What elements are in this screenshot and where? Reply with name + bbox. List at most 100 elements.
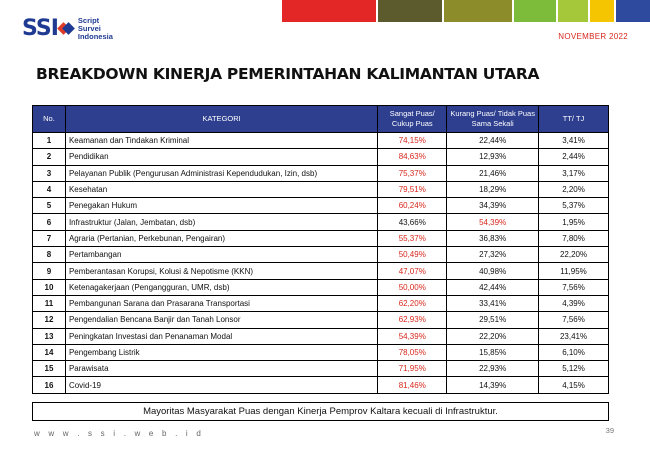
cell-no: 6 (32, 213, 66, 231)
table-row: 12 Pengendalian Bencana Banjir dan Tanah … (32, 311, 609, 329)
cell-tt: 2,44% (538, 148, 609, 166)
cell-kategori: Kesehatan (64, 180, 379, 199)
cell-kurang: 22,20% (446, 327, 540, 345)
color-bar-4 (514, 0, 556, 22)
cell-kurang: 14,39% (446, 376, 540, 394)
summary-note: Mayoritas Masyarakat Puas dengan Kinerja… (32, 402, 609, 421)
cell-tt: 7,80% (538, 229, 609, 248)
cell-kategori: Pemberantasan Korupsi, Kolusi & Nepotism… (64, 262, 379, 280)
cell-kategori: Parawisata (64, 360, 379, 378)
ssi-logo: SSI Script Survei Indonesia (22, 16, 113, 41)
color-bar-1 (282, 0, 376, 22)
cell-tt: 5,12% (538, 360, 609, 378)
cell-no: 3 (32, 164, 66, 182)
footer-url: w w w . s s i . w e b . i d (34, 429, 204, 438)
cell-puas: 84,63% (377, 148, 448, 166)
cell-tt: 23,41% (538, 327, 609, 345)
cell-puas: 47,07% (377, 262, 448, 280)
cell-kategori: Pendidikan (64, 148, 379, 166)
table-row: 15 Parawisata 71,95% 22,93% 5,12% (32, 360, 609, 378)
cell-kategori: Pertambangan (64, 246, 379, 264)
logo-mark-icon (57, 21, 75, 37)
cell-no: 16 (32, 376, 66, 394)
cell-no: 5 (32, 197, 66, 215)
cell-tt: 6,10% (538, 343, 609, 362)
page-number: 39 (605, 426, 614, 435)
cell-kurang: 18,29% (446, 180, 540, 199)
cell-puas: 78,05% (377, 343, 448, 362)
color-bar-5 (558, 0, 588, 22)
cell-kategori: Penegakan Hukum (64, 197, 379, 215)
col-header-tt: TT/ TJ (538, 105, 609, 133)
table-row: 5 Penegakan Hukum 60,24% 34,39% 5,37% (32, 197, 609, 215)
table-row: 10 Ketenagakerjaan (Pengangguran, UMR, ds… (32, 278, 609, 296)
cell-puas: 74,15% (377, 131, 448, 150)
col-header-kategori: KATEGORI (64, 105, 379, 133)
cell-puas: 62,93% (377, 311, 448, 329)
cell-tt: 3,41% (538, 131, 609, 150)
performance-table: No. KATEGORI Sangat Puas/ Cukup Puas Kur… (32, 105, 609, 394)
cell-kategori: Pengendalian Bencana Banjir dan Tanah Lo… (64, 311, 379, 329)
cell-kategori: Pelayanan Publik (Pengurusan Administras… (64, 164, 379, 182)
table-row: 6 Infrastruktur (Jalan, Jembatan, dsb) 43,… (32, 213, 609, 231)
table-row: 13 Peningkatan Investasi dan Penanaman Mo… (32, 327, 609, 345)
cell-kurang: 36,83% (446, 229, 540, 248)
cell-kategori: Covid-19 (64, 376, 379, 394)
cell-puas: 75,37% (377, 164, 448, 182)
cell-kurang: 54,39% (446, 213, 540, 231)
cell-no: 10 (32, 278, 66, 296)
color-bar-3 (444, 0, 512, 22)
cell-kurang: 40,98% (446, 262, 540, 280)
cell-no: 8 (32, 246, 66, 264)
cell-kategori: Agraria (Pertanian, Perkebunan, Pengaira… (64, 229, 379, 248)
cell-kurang: 21,46% (446, 164, 540, 182)
table-row: 2 Pendidikan 84,63% 12,93% 2,44% (32, 148, 609, 166)
col-header-kurang: Kurang Puas/ Tidak Puas Sama Sekali (446, 105, 540, 133)
table-row: 8 Pertambangan 50,49% 27,32% 22,20% (32, 246, 609, 264)
cell-kurang: 15,85% (446, 343, 540, 362)
cell-puas: 50,49% (377, 246, 448, 264)
cell-puas: 62,20% (377, 294, 448, 313)
cell-puas: 60,24% (377, 197, 448, 215)
cell-no: 14 (32, 343, 66, 362)
table-row: 1 Keamanan dan Tindakan Kriminal 74,15% 22,… (32, 131, 609, 150)
cell-puas: 71,95% (377, 360, 448, 378)
cell-no: 9 (32, 262, 66, 280)
col-header-no: No. (32, 105, 66, 133)
cell-kurang: 22,44% (446, 131, 540, 150)
cell-kategori: Ketenagakerjaan (Pengangguran, UMR, dsb) (64, 278, 379, 296)
cell-kurang: 33,41% (446, 294, 540, 313)
cell-kurang: 42,44% (446, 278, 540, 296)
table-row: 9 Pemberantasan Korupsi, Kolusi & Nepotis… (32, 262, 609, 280)
cell-puas: 79,51% (377, 180, 448, 199)
logo-line-2: Survei (77, 23, 101, 33)
cell-tt: 7,56% (538, 278, 609, 296)
cell-kurang: 34,39% (446, 197, 540, 215)
cell-puas: 43,66% (377, 213, 448, 231)
color-bar-6 (590, 0, 614, 22)
color-bar-2 (378, 0, 442, 22)
logo-text: Script Survei Indonesia (77, 16, 113, 41)
cell-tt: 4,15% (538, 376, 609, 394)
cell-puas: 55,37% (377, 229, 448, 248)
table-header-row: No. KATEGORI Sangat Puas/ Cukup Puas Kur… (32, 105, 609, 133)
cell-puas: 50,00% (377, 278, 448, 296)
cell-no: 1 (32, 131, 66, 150)
report-date: NOVEMBER 2022 (558, 32, 628, 41)
cell-no: 4 (32, 180, 66, 199)
table-row: 3 Pelayanan Publik (Pengurusan Administra… (32, 164, 609, 182)
cell-tt: 4,39% (538, 294, 609, 313)
table-row: 4 Kesehatan 79,51% 18,29% 2,20% (32, 180, 609, 199)
cell-kategori: Pengembang Listrik (64, 343, 379, 362)
table-row: 14 Pengembang Listrik 78,05% 15,85% 6,10% (32, 343, 609, 362)
cell-no: 7 (32, 229, 66, 248)
logo-abbr: SSI (22, 16, 59, 41)
cell-kategori: Infrastruktur (Jalan, Jembatan, dsb) (64, 213, 379, 231)
cell-tt: 3,17% (538, 164, 609, 182)
table-body: 1 Keamanan dan Tindakan Kriminal 74,15% 22,… (32, 131, 609, 394)
cell-no: 2 (32, 148, 66, 166)
header-color-bars (280, 0, 650, 22)
cell-puas: 81,46% (377, 376, 448, 394)
cell-tt: 2,20% (538, 180, 609, 199)
cell-tt: 11,95% (538, 262, 609, 280)
